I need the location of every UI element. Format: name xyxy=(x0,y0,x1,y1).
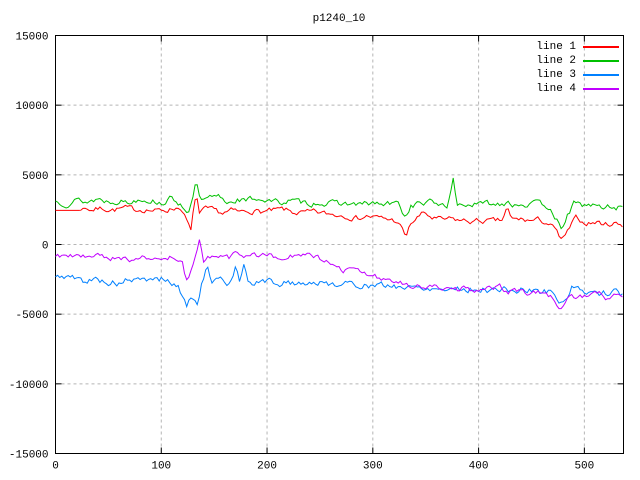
y-tick-label: -15000 xyxy=(9,450,49,462)
legend-label: line 3 xyxy=(536,69,576,81)
series-line-3 xyxy=(55,264,623,309)
series-line-1 xyxy=(55,198,623,240)
x-tick-label: 500 xyxy=(574,461,594,473)
legend-item: line 4 xyxy=(536,82,619,96)
x-tick-label: 100 xyxy=(151,461,171,473)
legend-item: line 3 xyxy=(536,68,619,82)
series-line-2 xyxy=(55,177,623,230)
x-tick-label: 300 xyxy=(363,461,383,473)
legend-line-sample xyxy=(583,46,619,48)
legend-label: line 1 xyxy=(536,41,576,53)
legend-line-sample xyxy=(583,74,619,76)
legend-line-sample xyxy=(583,88,619,90)
series-line-4 xyxy=(55,239,623,310)
y-tick-label: 0 xyxy=(42,241,49,253)
y-tick-label: -5000 xyxy=(15,310,48,322)
legend-item: line 2 xyxy=(536,54,619,68)
legend-label: line 2 xyxy=(536,55,576,67)
legend-item: line 1 xyxy=(536,40,619,54)
y-tick-label: 10000 xyxy=(15,101,48,113)
x-tick-label: 400 xyxy=(469,461,489,473)
chart-title: p1240_10 xyxy=(313,13,366,25)
y-tick-label: 15000 xyxy=(15,32,48,44)
x-tick-label: 200 xyxy=(257,461,277,473)
y-tick-label: 5000 xyxy=(22,171,48,183)
legend-label: line 4 xyxy=(536,83,576,95)
legend: line 1 line 2 line 3 line 4 xyxy=(536,40,619,96)
y-tick-label: -10000 xyxy=(9,380,49,392)
legend-line-sample xyxy=(583,60,619,62)
x-tick-label: 0 xyxy=(52,461,59,473)
